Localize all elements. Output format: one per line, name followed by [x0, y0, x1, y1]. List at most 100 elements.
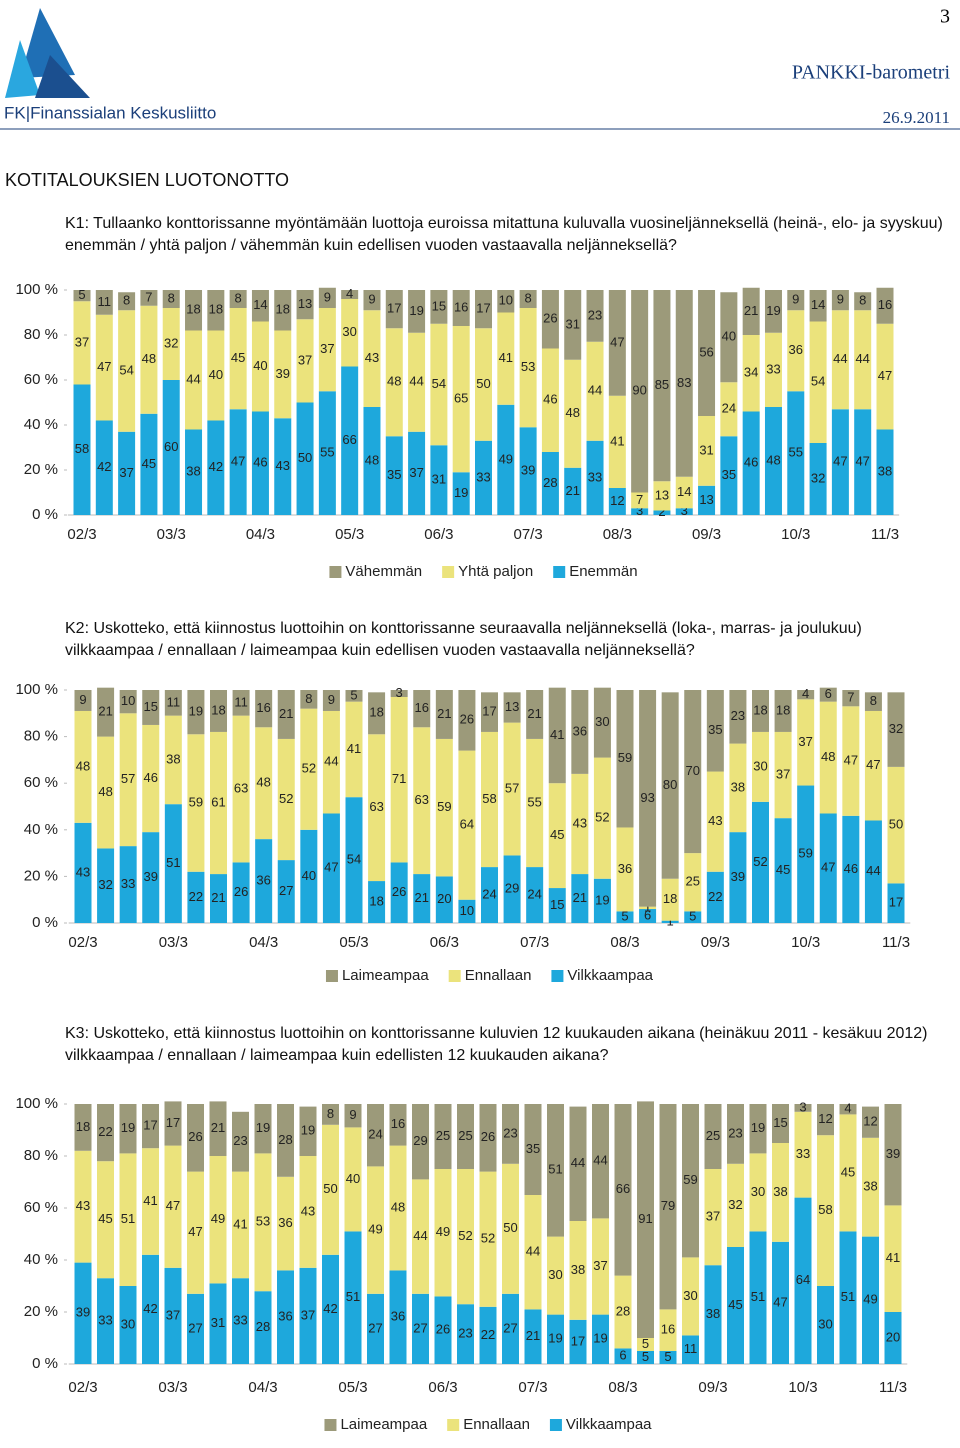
value-label: 40: [722, 329, 736, 344]
bar-segment: [140, 290, 158, 306]
bar-segment: [876, 429, 894, 515]
bar-segment: [430, 323, 448, 446]
value-label: 58: [482, 791, 496, 806]
value-label: 21: [437, 706, 451, 721]
value-label: 22: [708, 889, 722, 904]
value-label: 46: [144, 770, 158, 785]
bar-segment: [503, 692, 521, 723]
x-tick-label: 05/3: [339, 934, 368, 951]
value-label: 45: [728, 1297, 742, 1312]
bar-segment: [389, 1270, 407, 1364]
value-label: 48: [766, 452, 780, 467]
x-tick-label: 08/3: [610, 934, 639, 951]
bar-segment: [884, 1205, 902, 1312]
value-label: 52: [302, 761, 316, 776]
value-label: 11: [234, 694, 248, 709]
bar-segment: [772, 1241, 789, 1364]
value-label: 37: [593, 1258, 607, 1273]
bar-segment: [118, 431, 136, 515]
bar-segment: [408, 290, 426, 333]
value-label: 30: [818, 1316, 832, 1331]
value-label: 23: [731, 708, 745, 723]
bar-segment: [876, 323, 894, 430]
bar-segment: [300, 690, 318, 709]
value-label: 38: [571, 1262, 585, 1277]
x-tick-label: 02/3: [68, 934, 97, 951]
bar-segment: [497, 312, 515, 405]
bar-segment: [277, 860, 295, 923]
bar-segment: [772, 1143, 789, 1242]
bar-segment: [497, 290, 515, 313]
bar-segment: [616, 911, 634, 923]
bar-segment: [698, 290, 716, 416]
bar-segment: [408, 332, 426, 432]
value-label: 16: [661, 1322, 675, 1337]
value-label: 8: [859, 293, 866, 308]
bar-segment: [255, 690, 273, 728]
bar-segment: [274, 330, 292, 419]
bar-segment: [864, 820, 882, 923]
value-label: 3: [636, 503, 643, 518]
bar-segment: [97, 1104, 114, 1162]
bar-segment: [819, 813, 837, 923]
x-tick-label: 11/3: [871, 526, 899, 543]
value-label: 37: [298, 352, 312, 367]
value-label: 16: [454, 299, 468, 314]
value-label: 33: [98, 1313, 112, 1328]
value-label: 47: [610, 334, 624, 349]
value-label: 17: [476, 301, 490, 316]
bar-segment: [548, 888, 566, 923]
bar-segment: [210, 731, 227, 875]
value-label: 47: [231, 454, 245, 469]
bar-segment: [675, 508, 693, 515]
value-label: 51: [751, 1289, 765, 1304]
value-label: 57: [121, 771, 135, 786]
value-label: 80: [663, 777, 677, 792]
value-label: 37: [75, 334, 89, 349]
bar-segment: [296, 319, 314, 403]
bar-segment: [363, 310, 381, 407]
value-label: 18: [663, 891, 677, 906]
value-label: 54: [347, 852, 361, 867]
bar-segment: [251, 411, 269, 515]
bar-segment: [887, 766, 905, 884]
bar-segment: [162, 308, 180, 380]
bar-segment: [435, 690, 453, 739]
bar-segment: [706, 690, 724, 772]
value-label: 41: [610, 433, 624, 448]
value-label: 46: [744, 455, 758, 470]
bar-segment: [232, 715, 250, 863]
y-tick-label: 80 %: [24, 728, 58, 745]
value-label: 18: [369, 893, 383, 908]
value-label: 30: [548, 1267, 562, 1282]
bar-segment: [854, 409, 872, 515]
bar-segment: [764, 332, 782, 407]
value-label: 33: [588, 469, 602, 484]
bar-segment: [255, 727, 273, 840]
value-label: 36: [256, 872, 270, 887]
bar-segment: [547, 1314, 564, 1364]
value-label: 85: [655, 377, 669, 392]
bar-segment: [653, 290, 671, 482]
x-tick-label: 03/3: [158, 1379, 187, 1396]
bar-segment: [296, 290, 314, 320]
bar-segment: [299, 1267, 317, 1364]
legend-label: Laimeampaa: [342, 967, 429, 984]
bar-segment: [209, 1101, 227, 1156]
bar-segment: [277, 1104, 294, 1177]
value-label: 20: [886, 1329, 900, 1344]
legend-label: Vilkkaampaa: [566, 1416, 652, 1433]
value-label: 38: [166, 751, 180, 766]
value-label: 44: [588, 383, 602, 398]
value-label: 18: [209, 302, 223, 317]
value-label: 12: [863, 1114, 877, 1129]
value-label: 13: [298, 296, 312, 311]
value-label: 35: [708, 722, 722, 737]
bar-segment: [864, 710, 882, 821]
bar-segment: [299, 1156, 317, 1268]
bar-segment: [363, 407, 381, 515]
y-tick-label: 0 %: [32, 914, 58, 931]
value-label: 45: [841, 1164, 855, 1179]
value-label: 21: [744, 303, 758, 318]
bar-segment: [547, 1236, 564, 1315]
